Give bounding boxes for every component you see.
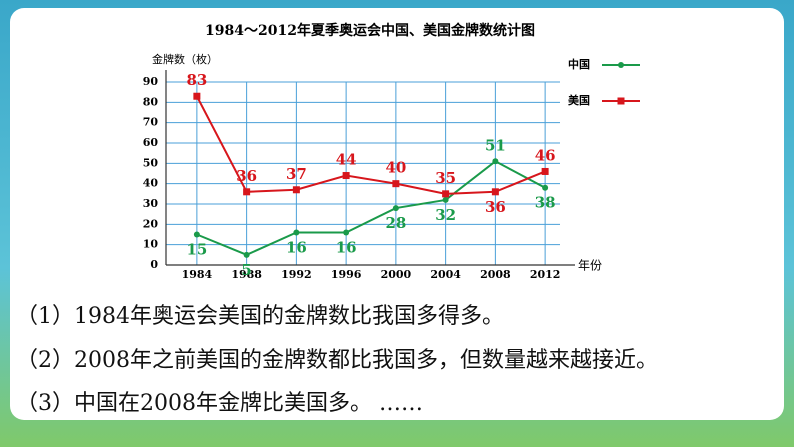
- point: [392, 205, 399, 212]
- statement: （1）1984年奥运会美国的金牌数比我国多得多。: [16, 304, 504, 329]
- point: [542, 184, 549, 191]
- data-label: 83: [186, 71, 207, 89]
- point: [442, 190, 450, 198]
- x-tick-label: 1996: [331, 268, 362, 281]
- legend-label: 中国: [568, 57, 590, 71]
- data-label: 16: [286, 238, 307, 256]
- y-tick-label: 60: [143, 136, 159, 149]
- x-tick-label: 1984: [182, 268, 213, 281]
- point: [541, 167, 549, 175]
- point: [243, 188, 251, 196]
- statement: （2）2008年之前美国的金牌数都比我国多，但数量越来越接近。: [16, 348, 658, 373]
- y-tick-label: 50: [143, 156, 159, 169]
- data-label: 44: [336, 151, 357, 169]
- y-tick-label: 80: [143, 95, 159, 108]
- y-tick-label: 0: [150, 258, 158, 271]
- x-tick-label: 2000: [381, 268, 412, 281]
- data-label: 38: [535, 194, 556, 212]
- point: [342, 172, 350, 180]
- legend-marker: [618, 62, 624, 68]
- y-tick-label: 10: [143, 238, 159, 251]
- data-label: 37: [286, 165, 307, 183]
- point: [442, 196, 449, 203]
- data-label: 32: [435, 206, 456, 224]
- x-tick-label: 2004: [430, 268, 461, 281]
- data-line: [195, 95, 546, 195]
- data-label: 51: [485, 136, 506, 154]
- point: [193, 231, 200, 238]
- data-label: 36: [485, 198, 506, 216]
- legend-label: 美国: [568, 93, 590, 107]
- data-label: 28: [385, 214, 406, 232]
- data-label: 5: [241, 261, 251, 279]
- x-tick-label: 2012: [530, 268, 561, 281]
- point: [392, 180, 400, 188]
- panel: [10, 8, 784, 420]
- point: [491, 188, 499, 196]
- point: [193, 92, 201, 100]
- y-tick-label: 30: [143, 197, 159, 210]
- data-label: 36: [236, 167, 257, 185]
- point: [243, 251, 250, 258]
- chart-title: 1984～2012年夏季奥运会中国、美国金牌数统计图: [205, 22, 535, 39]
- x-tick-label: 1988: [231, 268, 262, 281]
- data-label: 46: [535, 146, 556, 164]
- y-tick-label: 70: [143, 116, 159, 129]
- x-axis-label: 年份: [578, 259, 602, 273]
- data-label: 16: [336, 238, 357, 256]
- statement: （3）中国在2008年金牌比美国多。 ……: [16, 391, 423, 416]
- y-tick-label: 90: [143, 75, 159, 88]
- y-axis-label: 金牌数（枚）: [152, 52, 218, 66]
- x-tick-label: 2008: [480, 268, 511, 281]
- data-label: 40: [385, 159, 406, 177]
- y-tick-label: 20: [143, 217, 159, 230]
- point: [292, 186, 300, 194]
- y-tick-label: 40: [143, 177, 159, 190]
- point: [343, 229, 350, 236]
- data-line: [196, 160, 546, 256]
- legend-marker: [617, 97, 625, 105]
- data-label: 15: [186, 241, 207, 259]
- point: [293, 229, 300, 236]
- x-tick-label: 1992: [281, 268, 312, 281]
- point: [492, 158, 499, 165]
- data-label: 35: [435, 169, 456, 187]
